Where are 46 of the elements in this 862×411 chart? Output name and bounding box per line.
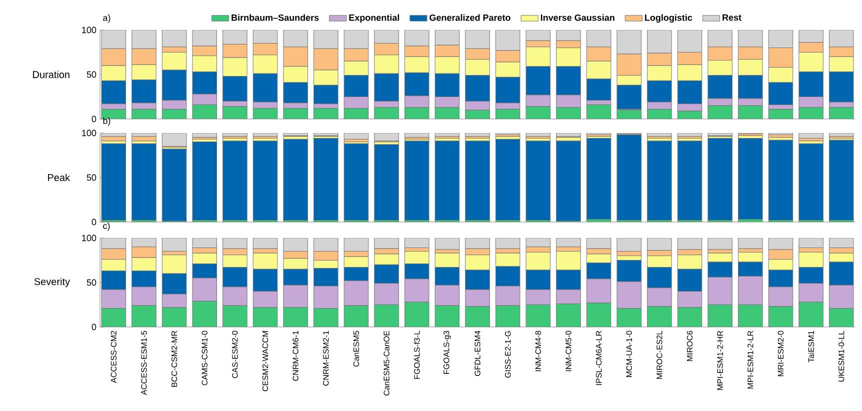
y-tick-label: 100: [82, 234, 96, 242]
x-tick-label: INM-CM5-0: [566, 330, 572, 372]
x-tick-label: GISS-E2-1-G: [504, 331, 511, 378]
x-tick-label: CAS-ESM2-0: [232, 330, 238, 378]
x-tick-label: CanESM5: [353, 330, 360, 367]
legend-label: Exponential: [349, 14, 400, 23]
y-tick-label: 0: [92, 218, 96, 226]
x-tick-label: IPSL-CM6A-LR: [596, 330, 602, 385]
y-axis-title: Severity: [34, 278, 70, 288]
x-tick-label: MIROC6: [686, 330, 693, 361]
x-tick-label: CESM2-WACCM: [262, 331, 268, 392]
x-tick-label: MIROC-ES2L: [656, 330, 662, 379]
y-tick-label: 50: [86, 71, 96, 78]
y-tick-label: 50: [86, 174, 96, 181]
x-tick-label: INM-CM4-8: [535, 330, 541, 372]
chart-title: c): [103, 222, 110, 231]
y-tick-label: 0: [92, 116, 96, 122]
chart-title: a): [103, 14, 110, 23]
x-tick-label: TaiESM1: [808, 330, 814, 362]
x-tick-label: MRI-ESM2-0: [778, 330, 784, 376]
x-tick-label: MCM-UA-1-0: [626, 330, 632, 377]
x-tick-label: GFDL-ESM4: [474, 330, 480, 376]
chart-title: b): [103, 117, 110, 126]
x-tick-label: UKESM1-0-LL: [838, 330, 844, 382]
x-tick-label: CNRM-CM6-1: [292, 330, 298, 381]
x-tick-label: CAMS-CSM1-0: [202, 330, 208, 386]
legend-label: Birnbaum–Saunders: [232, 14, 319, 21]
x-tick-label: CNRM-ESM2-1: [323, 330, 329, 386]
x-tick-label: BCC-CSM2-MR: [171, 330, 178, 387]
x-tick-label: ACCESS-CM2: [110, 330, 116, 383]
x-tick-label: CanESM5-CanOE: [384, 330, 390, 396]
y-tick-label: 100: [82, 130, 96, 136]
y-axis-title: Duration: [33, 70, 70, 78]
legend-label: Inverse Gaussian: [540, 14, 614, 21]
x-tick-label: FGOALS-f3-L: [414, 330, 420, 379]
x-tick-label: MPI-ESM1-2-HR: [717, 330, 723, 390]
y-axis-title: Peak: [48, 174, 70, 182]
x-tick-label: FGOALS-g3: [444, 330, 451, 374]
y-tick-label: 100: [82, 26, 96, 34]
x-tick-label: ACCESS-ESM1-5: [141, 330, 147, 395]
x-tick-label: MPI-ESM1-2-LR: [748, 330, 754, 389]
legend-label: Loglogistic: [645, 14, 692, 23]
y-tick-label: 50: [86, 279, 96, 286]
legend-label: Generalized Pareto: [430, 14, 510, 21]
legend-label: Rest: [722, 14, 742, 21]
y-tick-label: 0: [92, 324, 96, 330]
